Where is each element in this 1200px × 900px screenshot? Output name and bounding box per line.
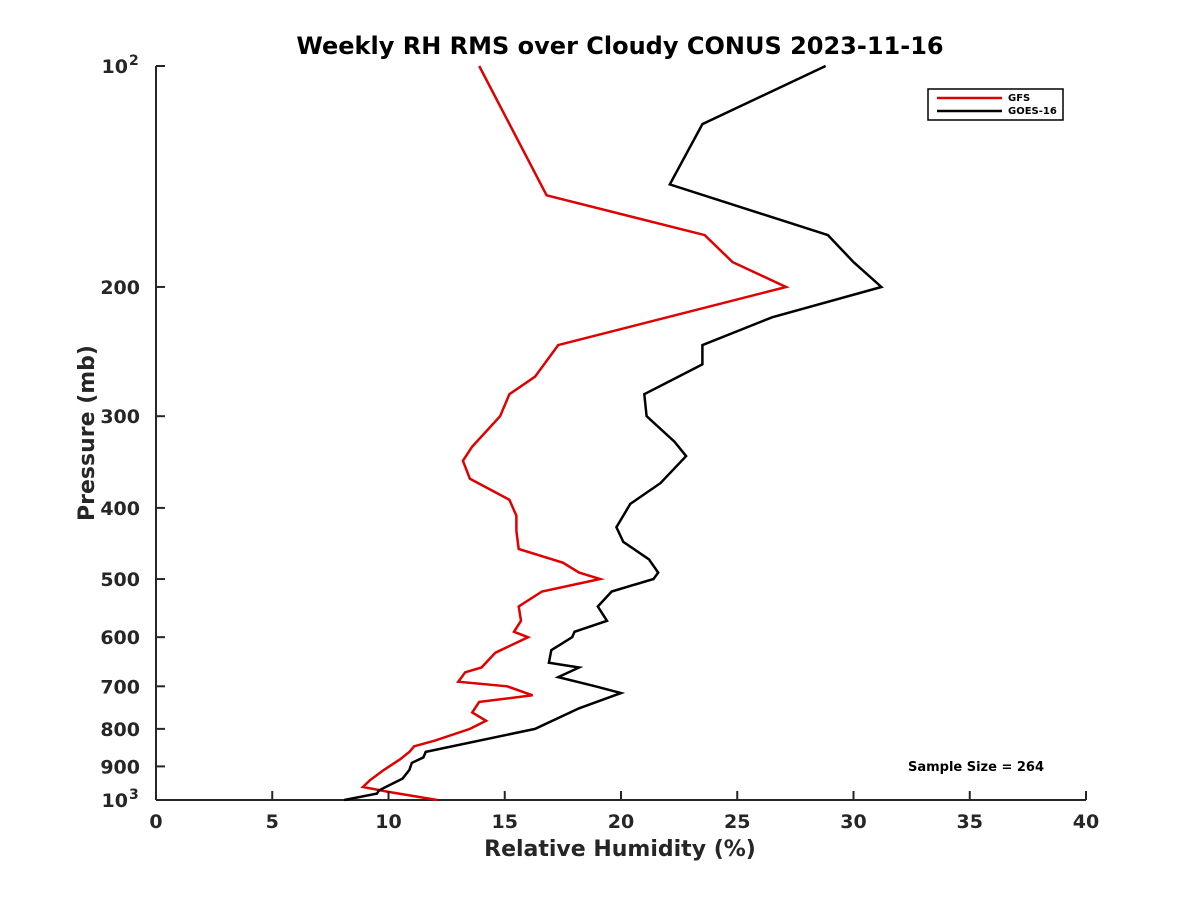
series-layer [344, 64, 884, 802]
legend-box [927, 88, 1064, 121]
chart-title: Weekly RH RMS over Cloudy CONUS 2023-11-… [296, 32, 943, 60]
x-tick-label: 0 [149, 811, 162, 833]
y-tick-label: 300 [100, 406, 140, 428]
x-tick-label: 25 [724, 811, 750, 833]
y-tick-label: 600 [100, 627, 140, 649]
y-tick-label: 400 [100, 498, 140, 520]
legend-label-goes16: GOES-16 [1008, 106, 1057, 117]
x-tick-label: 20 [608, 811, 634, 833]
y-axis-label: Pressure (mb) [75, 345, 100, 521]
x-ticks: 0 5 10 15 20 25 30 35 40 [149, 791, 1099, 833]
x-tick-label: 35 [957, 811, 983, 833]
y-tick-label: 800 [100, 719, 140, 741]
sample-size-annotation: Sample Size = 264 [908, 760, 1044, 775]
legend: GFS GOES-16 [927, 88, 1064, 121]
y-tick-label: 200 [100, 277, 140, 299]
y-tick-label: 500 [100, 569, 140, 591]
series-line-gfs [360, 65, 790, 802]
x-tick-label: 40 [1073, 811, 1099, 833]
series-line-goes16 [344, 64, 884, 802]
y-tick-exponent: 2 [129, 53, 139, 69]
y-tick-label: 10 [102, 56, 128, 78]
y-tick-label: 900 [100, 756, 140, 778]
legend-label-gfs: GFS [1008, 93, 1030, 104]
y-tick-label: 10 [102, 790, 128, 812]
plot-area: 0 5 10 15 20 25 30 35 40 10 220030040050060070080… [100, 53, 1099, 833]
x-tick-label: 30 [840, 811, 866, 833]
y-tick-label: 700 [100, 676, 140, 698]
x-tick-label: 15 [492, 811, 518, 833]
x-axis-label: Relative Humidity (%) [484, 837, 756, 862]
y-tick-exponent: 3 [129, 787, 139, 803]
x-tick-label: 10 [375, 811, 401, 833]
x-tick-label: 5 [266, 811, 279, 833]
